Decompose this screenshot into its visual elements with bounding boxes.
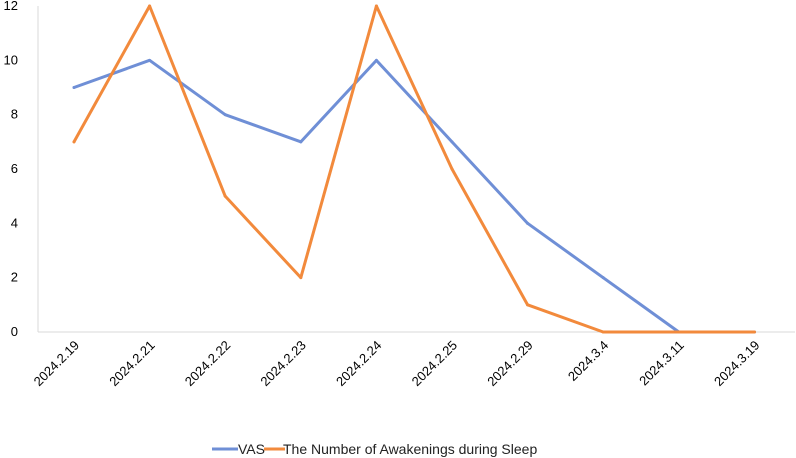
y-tick-label: 8 — [11, 107, 18, 122]
series-line-awakenings — [72, 4, 756, 334]
chart-legend: VAS The Number of Awakenings during Sleep — [212, 441, 537, 457]
x-tick-label: 2024.2.29 — [484, 338, 536, 390]
chart-series — [72, 4, 756, 334]
data-point — [374, 4, 378, 8]
data-point — [148, 4, 152, 8]
data-point — [148, 58, 152, 62]
x-tick-label: 2024.2.25 — [409, 338, 461, 390]
data-point — [526, 221, 530, 225]
data-point — [72, 140, 76, 144]
data-point — [72, 86, 76, 89]
legend-label-vas: VAS — [238, 441, 265, 457]
data-point — [299, 276, 303, 280]
chart-axes — [37, 6, 795, 333]
data-point — [450, 140, 454, 144]
data-point — [299, 140, 303, 144]
x-tick-label: 2024.2.24 — [333, 338, 385, 390]
data-point — [677, 330, 681, 334]
data-point — [526, 303, 530, 307]
data-point — [752, 330, 756, 334]
y-axis-ticks: 0 2 4 6 8 10 12 — [4, 0, 18, 339]
data-point — [601, 330, 605, 334]
data-point — [450, 167, 454, 171]
x-tick-label: 2024.3.4 — [565, 338, 611, 384]
x-axis-ticks: 2024.2.19 2024.2.21 2024.2.22 2024.2.23 2024… — [31, 338, 763, 390]
x-tick-label: 2024.2.22 — [182, 338, 234, 390]
y-tick-label: 2 — [11, 270, 18, 285]
y-tick-label: 6 — [11, 161, 18, 176]
x-tick-label: 2024.2.19 — [31, 338, 83, 390]
x-tick-label: 2024.2.21 — [106, 338, 158, 390]
y-tick-label: 12 — [4, 0, 18, 13]
x-tick-label: 2024.2.23 — [257, 338, 309, 390]
data-point — [374, 58, 378, 62]
data-point — [223, 194, 227, 198]
legend-label-awakenings: The Number of Awakenings during Sleep — [283, 441, 537, 457]
x-tick-label: 2024.3.11 — [636, 338, 687, 389]
x-tick-label: 2024.3.19 — [711, 338, 763, 390]
series-line-vas — [72, 58, 756, 334]
y-tick-label: 4 — [11, 215, 18, 230]
y-tick-label: 0 — [11, 324, 18, 339]
data-point — [223, 113, 227, 117]
data-point — [601, 276, 605, 280]
y-tick-label: 10 — [4, 52, 18, 67]
